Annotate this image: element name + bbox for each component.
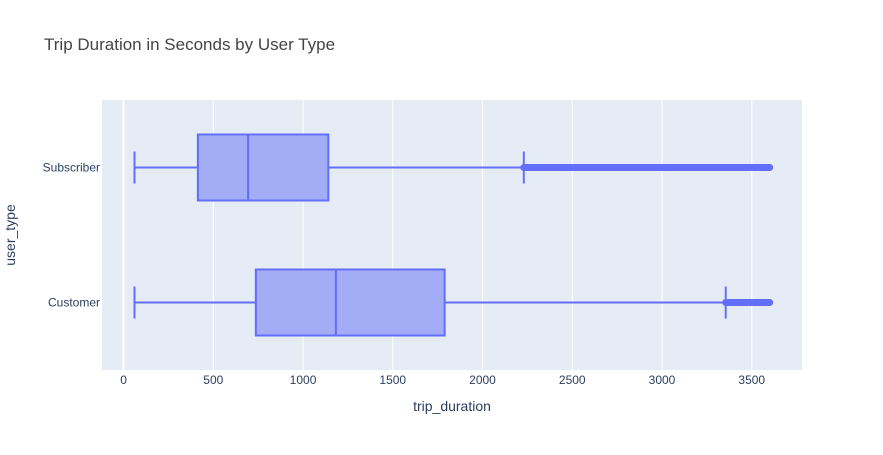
y-tick-label: Customer	[48, 296, 100, 310]
x-tick-label: 2500	[559, 373, 586, 387]
y-tick-labels: Subscriber Customer	[43, 161, 100, 310]
x-axis-label: trip_duration	[413, 398, 491, 414]
iqr-box	[196, 133, 330, 202]
y-axis-label: user_type	[2, 204, 18, 266]
iqr-box	[254, 268, 446, 337]
x-tick-labels: 0 500 1000 1500 2000 2500 3000 3500	[120, 373, 765, 387]
x-tick-label: 1500	[379, 373, 406, 387]
boxes	[133, 133, 774, 337]
box-customer	[133, 268, 774, 337]
y-tick-label: Subscriber	[43, 161, 100, 175]
x-tick-label: 3000	[649, 373, 676, 387]
x-tick-label: 3500	[738, 373, 765, 387]
x-tick-label: 0	[120, 373, 127, 387]
x-tick-label: 1000	[290, 373, 317, 387]
box-subscriber	[133, 133, 774, 202]
chart-title: Trip Duration in Seconds by User Type	[44, 35, 335, 54]
x-tick-label: 2000	[469, 373, 496, 387]
x-tick-label: 500	[203, 373, 223, 387]
